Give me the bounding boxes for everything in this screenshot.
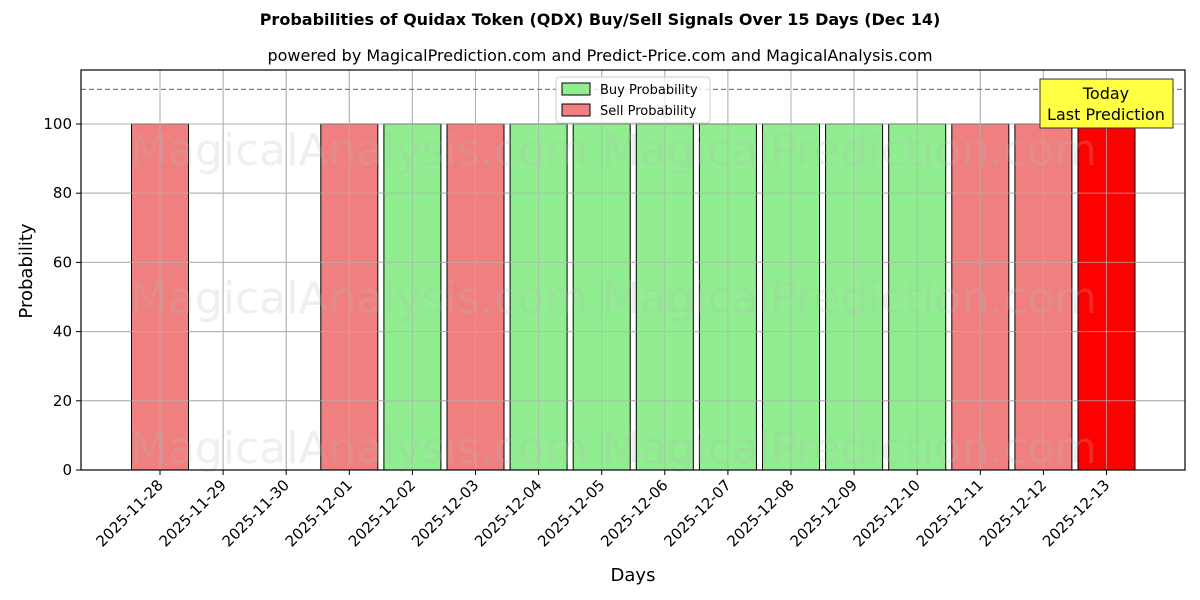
legend-sell-label: Sell Probability — [600, 104, 697, 119]
x-tick-label: 2025-11-30 — [219, 476, 293, 550]
x-tick-label: 2025-12-08 — [723, 476, 797, 550]
x-tick-label: 2025-11-28 — [92, 476, 166, 550]
x-tick-label: 2025-12-13 — [1039, 476, 1113, 550]
y-tick-label: 100 — [43, 115, 72, 133]
x-tick-label: 2025-12-12 — [976, 476, 1050, 550]
x-tick-label: 2025-12-04 — [471, 476, 545, 550]
annotation-line-2: Last Prediction — [1047, 105, 1165, 124]
y-axis-title: Probability — [16, 223, 37, 318]
watermark-text: MagicalAnalysis.com — [130, 125, 588, 176]
annotation-box — [1039, 78, 1174, 129]
y-axis: 0 20 40 60 80 100 — [43, 115, 81, 479]
annotation-line-1: Today — [1082, 84, 1129, 103]
x-tick-label: 2025-12-09 — [787, 476, 861, 550]
x-tick-label: 2025-12-07 — [660, 476, 734, 550]
watermark-text: MagicalAnalysis.com — [130, 273, 588, 324]
y-tick-label: 80 — [53, 184, 72, 202]
watermark-text: MagicalAnalysis.com — [130, 423, 588, 474]
chart-subtitle: powered by MagicalPrediction.com and Pre… — [267, 46, 933, 65]
y-tick-label: 40 — [53, 323, 72, 341]
watermark-text: MagicalPrediction.com — [602, 423, 1097, 474]
plot-frame — [80, 69, 1186, 471]
watermark-text: MagicalPrediction.com — [602, 273, 1097, 324]
legend: Buy Probability Sell Probability — [555, 76, 711, 124]
x-tick-label: 2025-11-29 — [156, 476, 230, 550]
x-tick-label: 2025-12-02 — [345, 476, 419, 550]
legend-box — [555, 76, 711, 124]
x-axis-title: Days — [611, 565, 656, 586]
x-tick-label: 2025-12-01 — [282, 476, 356, 550]
legend-buy-swatch — [561, 82, 591, 96]
y-tick-label: 60 — [53, 253, 72, 271]
watermarks: MagicalAnalysis.com MagicalPrediction.com… — [130, 125, 1097, 474]
x-tick-label: 2025-12-03 — [408, 476, 482, 550]
x-tick-label: 2025-12-06 — [597, 476, 671, 550]
chart-title: Probabilities of Quidax Token (QDX) Buy/… — [259, 10, 941, 29]
legend-sell-swatch — [561, 103, 591, 117]
watermark-text: MagicalPrediction.com — [602, 125, 1097, 176]
today-annotation: Today Last Prediction — [1039, 78, 1174, 129]
x-tick-label: 2025-12-10 — [850, 476, 924, 550]
bars — [81, 70, 1185, 471]
x-axis: 2025-11-282025-11-292025-11-302025-12-01… — [92, 470, 1113, 550]
y-tick-label: 0 — [62, 461, 72, 479]
legend-buy-label: Buy Probability — [600, 83, 698, 98]
x-tick-label: 2025-12-11 — [913, 476, 987, 550]
x-tick-label: 2025-12-05 — [534, 476, 608, 550]
y-tick-label: 20 — [53, 392, 72, 410]
